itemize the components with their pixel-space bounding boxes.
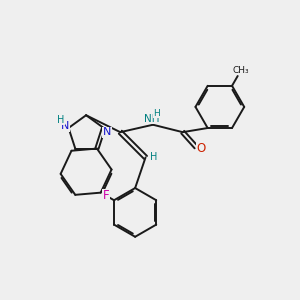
Text: NH: NH xyxy=(144,114,159,124)
Text: CH₃: CH₃ xyxy=(232,66,249,75)
Text: N: N xyxy=(103,127,111,137)
Text: F: F xyxy=(103,189,110,202)
Text: H: H xyxy=(153,109,160,118)
Text: H: H xyxy=(150,152,158,162)
Text: N: N xyxy=(61,122,69,131)
Text: O: O xyxy=(197,142,206,155)
Text: H: H xyxy=(58,115,65,124)
